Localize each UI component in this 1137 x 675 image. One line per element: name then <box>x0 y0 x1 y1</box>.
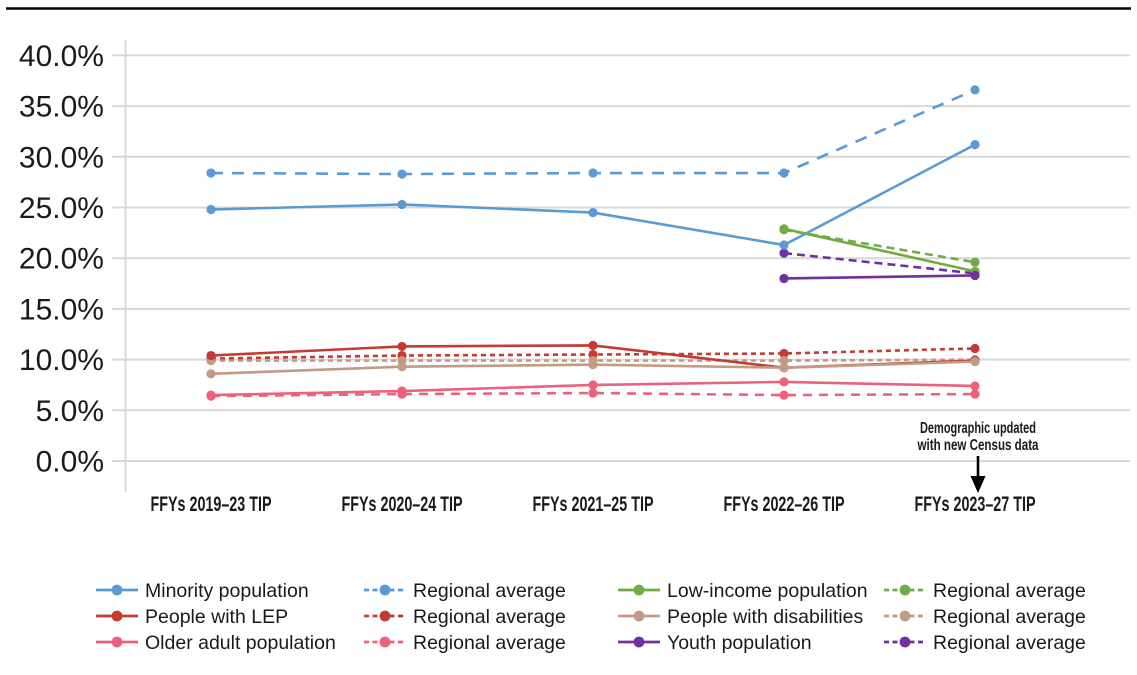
legend-item: Older adult population <box>96 632 336 654</box>
data-point <box>970 357 980 367</box>
legend-marker-dot <box>633 636 645 648</box>
series-line <box>210 143 976 247</box>
legend-label: Regional average <box>413 606 566 628</box>
data-point <box>779 248 789 258</box>
legend-label: Regional average <box>933 606 1086 628</box>
y-axis-tick-label: 35.0% <box>19 91 104 124</box>
x-axis-label: FFYs 2020–24 TIP <box>342 493 463 516</box>
legend-label: Minority population <box>145 580 309 602</box>
legend-item: Youth population <box>618 632 812 654</box>
data-point <box>588 168 598 178</box>
data-point <box>588 380 598 390</box>
legend-marker-dot <box>379 584 391 596</box>
data-point <box>588 207 598 218</box>
legend-item: Regional average <box>364 632 566 654</box>
legend-label: Older adult population <box>145 632 336 654</box>
legend-item: People with LEP <box>96 606 288 628</box>
legend-label: People with disabilities <box>667 606 863 628</box>
legend-marker-dot <box>899 636 911 648</box>
annotation-text: with new Census data <box>917 437 1039 454</box>
y-axis-tick-label: 30.0% <box>19 141 104 174</box>
data-point <box>779 390 789 400</box>
legend-marker-dot <box>111 636 123 648</box>
legend-marker-dot <box>111 584 123 596</box>
y-axis-tick-label: 20.0% <box>19 243 104 276</box>
x-axis-label: FFYs 2021–25 TIP <box>533 493 654 516</box>
legend-item: People with disabilities <box>618 606 863 628</box>
legend-label: Low-income population <box>667 580 868 602</box>
data-point <box>779 377 789 387</box>
data-point <box>397 199 407 210</box>
y-axis-tick-label: 5.0% <box>36 395 104 428</box>
legend-marker-dot <box>899 584 911 596</box>
x-axis-label: FFYs 2022–26 TIP <box>724 493 845 516</box>
data-point <box>397 386 407 396</box>
legend-marker-dot <box>633 610 645 622</box>
data-point <box>206 390 216 400</box>
legend-marker-dot <box>379 610 391 622</box>
data-point <box>397 341 407 352</box>
data-point <box>397 169 407 179</box>
y-axis-tick-label: 10.0% <box>19 344 104 377</box>
data-point <box>206 369 216 379</box>
legend-marker-dot <box>111 610 123 622</box>
series-line <box>210 88 976 176</box>
data-point <box>970 389 980 399</box>
legend-label: Regional average <box>413 632 566 654</box>
data-point <box>970 381 980 391</box>
annotation-arrowhead <box>970 476 986 493</box>
x-axis-label: FFYs 2023–27 TIP <box>915 493 1036 516</box>
data-point <box>206 350 216 361</box>
data-point <box>970 257 980 267</box>
data-point <box>779 168 789 178</box>
y-axis-tick-label: 15.0% <box>19 293 104 326</box>
legend-label: People with LEP <box>145 606 288 628</box>
y-axis-tick-label: 25.0% <box>19 192 104 225</box>
annotation-text: Demographic updated <box>920 420 1036 437</box>
x-axis-label: FFYs 2019–23 TIP <box>151 493 272 516</box>
data-point <box>779 348 789 359</box>
data-point <box>779 273 789 284</box>
legend-item: Regional average <box>884 632 1086 654</box>
series-line <box>783 227 976 273</box>
data-point <box>970 85 980 95</box>
data-point <box>206 168 216 178</box>
legend-item: Regional average <box>364 606 566 628</box>
data-point <box>397 362 407 372</box>
legend-item: Minority population <box>96 580 309 602</box>
data-point <box>970 140 980 150</box>
data-point <box>588 360 598 370</box>
data-point <box>779 240 789 250</box>
series-line <box>783 274 976 280</box>
legend-label: Regional average <box>933 580 1086 602</box>
data-point <box>779 363 789 373</box>
y-axis-tick-label: 0.0% <box>36 446 104 479</box>
legend-item: Low-income population <box>618 580 868 602</box>
data-point <box>206 204 216 215</box>
data-point <box>970 270 980 281</box>
legend-marker-dot <box>633 584 645 596</box>
data-point <box>779 224 789 234</box>
data-point <box>970 343 980 354</box>
legend-label: Regional average <box>413 580 566 602</box>
legend-item: Regional average <box>884 606 1086 628</box>
legend-label: Regional average <box>933 632 1086 654</box>
data-point <box>779 356 789 366</box>
legend-item: Regional average <box>364 580 566 602</box>
series-line <box>783 251 976 275</box>
legend-marker-dot <box>899 610 911 622</box>
y-axis-tick-label: 40.0% <box>19 40 104 73</box>
legend-item: Regional average <box>884 580 1086 602</box>
legend-label: Youth population <box>667 632 812 654</box>
legend-marker-dot <box>379 636 391 648</box>
data-point <box>588 340 598 351</box>
data-point <box>588 388 598 398</box>
